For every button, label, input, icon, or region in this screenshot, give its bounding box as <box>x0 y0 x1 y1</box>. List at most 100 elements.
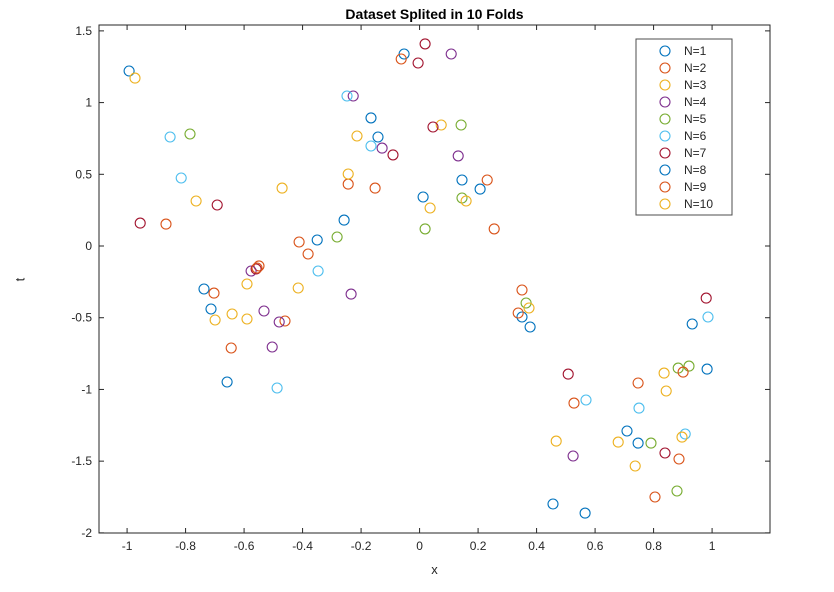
x-tick-label: -1 <box>122 539 133 553</box>
scatter-point <box>387 149 399 161</box>
scatter-point <box>211 199 223 211</box>
scatter-point <box>276 182 288 194</box>
x-tick-label: -0.6 <box>234 539 255 553</box>
scatter-point <box>241 278 253 290</box>
x-tick-label: -0.2 <box>351 539 372 553</box>
scatter-point <box>686 318 698 330</box>
scatter-point <box>338 214 350 226</box>
x-axis-label: x <box>431 562 438 577</box>
scatter-point <box>225 342 237 354</box>
y-axis-label: t <box>12 277 28 282</box>
scatter-point <box>612 436 624 448</box>
scatter-point <box>250 263 262 275</box>
scatter-point <box>456 174 468 186</box>
legend-marker-icon <box>659 79 671 91</box>
scatter-point <box>209 314 221 326</box>
legend-marker-icon <box>659 62 671 74</box>
scatter-point <box>568 397 580 409</box>
scatter-point <box>516 284 528 296</box>
legend-marker-icon <box>659 147 671 159</box>
scatter-point <box>455 119 467 131</box>
scatter-point <box>460 195 472 207</box>
scatter-point <box>302 248 314 260</box>
legend-box <box>635 38 733 216</box>
scatter-point <box>547 498 559 510</box>
scatter-point <box>660 385 672 397</box>
scatter-point <box>512 307 524 319</box>
scatter-point <box>241 313 253 325</box>
scatter-point <box>164 131 176 143</box>
scatter-point <box>258 305 270 317</box>
legend-item-label: N=3 <box>684 78 707 92</box>
scatter-point <box>190 195 202 207</box>
legend-marker-icon <box>659 164 671 176</box>
legend-marker-icon <box>659 181 671 193</box>
scatter-point <box>129 72 141 84</box>
scatter-point <box>208 287 220 299</box>
scatter-point <box>175 172 187 184</box>
scatter-point <box>683 360 695 372</box>
scatter-point <box>621 425 633 437</box>
scatter-point <box>205 303 217 315</box>
scatter-point <box>331 231 343 243</box>
scatter-point <box>273 316 285 328</box>
scatter-point <box>427 121 439 133</box>
scatter-point <box>134 217 146 229</box>
x-tick-label: 1 <box>709 539 716 553</box>
plot-box <box>98 24 771 534</box>
x-tick-label: -0.8 <box>175 539 196 553</box>
scatter-point <box>221 376 233 388</box>
scatter-point <box>395 53 407 65</box>
scatter-point <box>266 341 278 353</box>
y-tick-label: -1.5 <box>71 454 92 468</box>
x-tick-label: -0.4 <box>292 539 313 553</box>
legend-item-label: N=8 <box>684 163 707 177</box>
scatter-point <box>481 174 493 186</box>
scatter-point <box>226 308 238 320</box>
legend-item-label: N=4 <box>684 95 707 109</box>
y-tick-label: 0.5 <box>75 167 92 181</box>
scatter-point <box>649 491 661 503</box>
scatter-point <box>679 428 691 440</box>
scatter-point <box>701 363 713 375</box>
scatter-point <box>345 288 357 300</box>
scatter-point <box>417 191 429 203</box>
legend-marker-icon <box>659 198 671 210</box>
legend-item-label: N=6 <box>684 129 707 143</box>
scatter-point <box>347 90 359 102</box>
legend-marker-icon <box>659 113 671 125</box>
x-tick-label: 0.2 <box>470 539 487 553</box>
legend-item-label: N=1 <box>684 44 707 58</box>
scatter-point <box>342 168 354 180</box>
scatter-point <box>474 183 486 195</box>
y-tick-label: -1 <box>81 382 92 396</box>
scatter-point <box>160 218 172 230</box>
scatter-point <box>645 437 657 449</box>
scatter-point <box>435 119 447 131</box>
chart-title: Dataset Splited in 10 Folds <box>345 6 524 22</box>
scatter-point <box>341 90 353 102</box>
legend-item-label: N=2 <box>684 61 707 75</box>
x-tick-label: 0.4 <box>528 539 545 553</box>
x-tick-label: 0 <box>416 539 423 553</box>
scatter-point <box>658 367 670 379</box>
scatter-point <box>293 236 305 248</box>
scatter-point <box>311 234 323 246</box>
scatter-point <box>342 178 354 190</box>
legend-item-label: N=5 <box>684 112 707 126</box>
y-tick-label: 1.5 <box>75 24 92 38</box>
scatter-point <box>633 402 645 414</box>
scatter-point <box>671 485 683 497</box>
scatter-point <box>245 265 257 277</box>
scatter-point <box>452 150 464 162</box>
legend-marker-icon <box>659 96 671 108</box>
scatter-point <box>123 65 135 77</box>
scatter-point <box>419 38 431 50</box>
scatter-point <box>271 382 283 394</box>
scatter-point <box>632 437 644 449</box>
scatter-point <box>659 447 671 459</box>
scatter-point <box>412 57 424 69</box>
scatter-point <box>523 302 535 314</box>
